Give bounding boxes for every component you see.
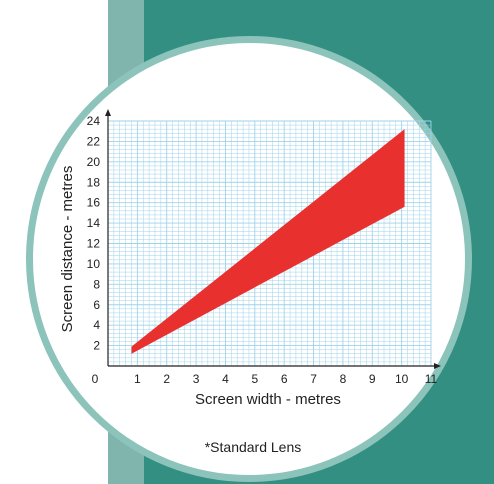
x-tick-label: 11 <box>425 372 438 386</box>
y-tick-label: 16 <box>87 196 101 210</box>
x-axis-label: Screen width - metres <box>195 391 341 408</box>
y-tick-label: 10 <box>87 257 101 271</box>
x-tick-label: 3 <box>193 372 200 386</box>
chart-circle-frame <box>26 36 472 482</box>
y-tick-label: 6 <box>93 298 100 312</box>
x-tick-label: 10 <box>395 372 409 386</box>
x-axis-arrow <box>434 363 441 369</box>
range-band <box>131 129 405 354</box>
x-tick-label: 1 <box>134 372 141 386</box>
x-tick-label: 8 <box>340 372 347 386</box>
y-tick-label: 12 <box>87 237 101 251</box>
chart-area-layer <box>131 129 405 354</box>
x-tick-label: 9 <box>369 372 376 386</box>
y-tick-label: 18 <box>87 175 101 189</box>
x-tick-label: 2 <box>163 372 170 386</box>
y-tick-label: 4 <box>93 318 100 332</box>
y-axis-arrow <box>105 109 111 116</box>
x-tick-labels: 0 1 2 3 4 5 6 7 8 9 10 11 <box>92 372 438 386</box>
y-tick-label: 22 <box>87 134 101 148</box>
x-tick-label: 0 <box>92 372 99 386</box>
y-tick-label: 24 <box>87 114 101 128</box>
chart-axes <box>105 109 441 369</box>
y-tick-label: 2 <box>93 339 100 353</box>
y-tick-label: 14 <box>87 216 101 230</box>
x-tick-label: 6 <box>281 372 288 386</box>
x-tick-label: 4 <box>222 372 229 386</box>
y-tick-label: 8 <box>93 277 100 291</box>
standard-lens-note: *Standard Lens <box>205 439 302 455</box>
x-tick-label: 5 <box>251 372 258 386</box>
y-axis-label: Screen distance - metres <box>59 166 76 333</box>
y-tick-label: 20 <box>87 155 101 169</box>
x-tick-label: 7 <box>310 372 317 386</box>
